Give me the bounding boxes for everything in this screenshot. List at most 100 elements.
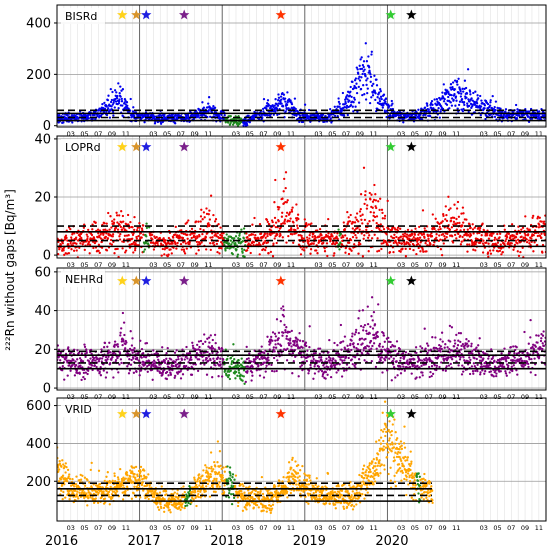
gap-fill-point <box>242 375 245 378</box>
data-point <box>205 373 209 376</box>
data-point <box>486 232 489 235</box>
data-point <box>282 93 286 96</box>
data-point <box>346 94 349 97</box>
data-point <box>423 110 426 113</box>
data-point <box>176 241 179 245</box>
gap-fill-point <box>224 348 227 351</box>
data-point <box>336 344 339 347</box>
data-point <box>449 83 453 86</box>
data-point <box>420 233 424 236</box>
data-point <box>285 214 288 218</box>
data-point <box>266 220 269 224</box>
data-point <box>278 206 281 209</box>
data-point <box>79 364 82 367</box>
data-point <box>274 346 278 349</box>
data-point <box>374 365 378 369</box>
data-point <box>277 93 280 96</box>
data-point <box>120 100 124 103</box>
data-point <box>214 233 217 236</box>
data-point <box>357 85 360 89</box>
data-point <box>263 241 266 244</box>
data-point <box>264 239 267 243</box>
data-point <box>289 217 292 220</box>
data-point <box>498 249 502 253</box>
month-label: 11 <box>369 261 377 269</box>
data-point <box>348 220 352 223</box>
data-point <box>353 346 356 349</box>
gap-fill-point <box>243 382 246 385</box>
data-point <box>270 335 273 339</box>
data-point <box>116 221 119 224</box>
data-point <box>377 200 380 203</box>
data-point <box>248 352 251 355</box>
data-point <box>91 223 94 226</box>
data-point <box>110 105 113 108</box>
data-point <box>140 347 144 351</box>
data-point <box>192 117 196 121</box>
data-point <box>203 363 206 366</box>
data-point <box>124 99 127 102</box>
data-point <box>265 218 269 222</box>
month-label: 03 <box>232 130 240 138</box>
data-point <box>252 117 256 121</box>
data-point <box>217 375 220 378</box>
data-point <box>412 236 415 239</box>
data-point <box>304 341 308 344</box>
data-point <box>290 228 293 232</box>
data-point <box>73 374 77 377</box>
data-point <box>367 345 371 348</box>
data-point <box>306 349 309 352</box>
data-point <box>165 357 168 360</box>
data-point <box>267 356 270 359</box>
data-point <box>331 235 334 238</box>
data-point <box>176 372 179 375</box>
data-point <box>118 224 121 227</box>
data-point <box>285 211 289 214</box>
data-point <box>280 222 283 226</box>
data-point <box>510 223 514 226</box>
data-point <box>457 92 461 95</box>
data-point <box>541 251 544 254</box>
y-tick-label: 0 <box>43 249 51 264</box>
data-point <box>339 323 343 327</box>
data-point <box>274 98 277 101</box>
data-point <box>350 95 353 99</box>
data-point <box>345 104 349 108</box>
data-point <box>275 241 278 245</box>
data-point <box>74 360 77 363</box>
gap-fill-point <box>237 369 240 372</box>
data-point <box>357 101 361 104</box>
data-point <box>528 110 531 113</box>
data-point <box>157 358 160 361</box>
data-point <box>140 356 143 359</box>
data-point <box>117 371 120 374</box>
data-point <box>517 225 520 228</box>
data-point <box>367 250 370 253</box>
data-point <box>61 369 64 372</box>
data-point <box>202 359 205 362</box>
data-point <box>455 207 459 210</box>
data-point <box>416 360 419 363</box>
data-point <box>307 369 311 372</box>
data-point <box>536 243 539 247</box>
data-point <box>333 364 337 367</box>
data-point <box>93 241 97 245</box>
data-point <box>364 98 368 101</box>
data-point <box>113 89 117 92</box>
data-point <box>466 68 470 71</box>
gap-fill-point <box>225 374 229 377</box>
data-point <box>369 210 372 214</box>
data-point <box>181 373 185 376</box>
data-point <box>71 121 74 124</box>
data-point <box>382 334 386 337</box>
data-point <box>197 249 200 252</box>
month-label: 09 <box>356 261 364 269</box>
gap-fill-point <box>241 379 244 382</box>
gap-fill-point <box>243 248 246 252</box>
data-point <box>335 371 338 374</box>
data-point <box>180 248 184 251</box>
data-point <box>212 241 215 244</box>
gap-fill-point <box>242 237 245 240</box>
data-point <box>107 94 110 97</box>
data-point <box>255 369 258 372</box>
